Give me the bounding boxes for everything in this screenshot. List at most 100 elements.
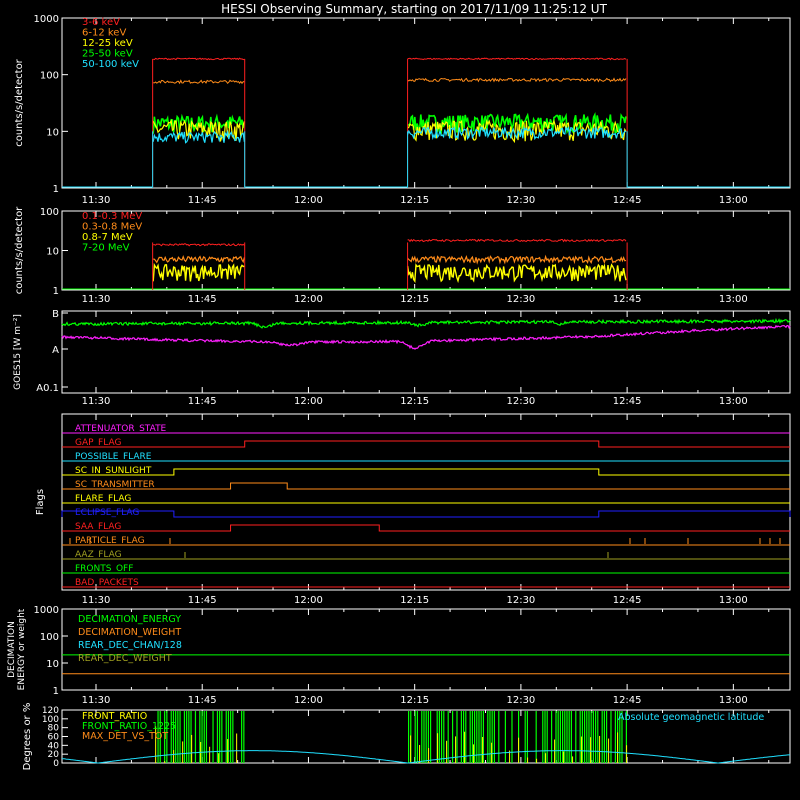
- time-tick-label: 12:00: [294, 294, 323, 305]
- y-tick-label: 20: [48, 750, 60, 760]
- flag-label: POSSIBLE_FLARE: [75, 452, 152, 462]
- flag-label: ECLIPSE_FLAG: [75, 508, 139, 518]
- time-tick-label: 13:00: [719, 595, 748, 606]
- y-tick-label: 10: [46, 247, 59, 258]
- chart-layer: 11:30 11:45 12:00 12:15 12:30 12:45 13:0011010…: [7, 14, 791, 771]
- legend-label: REAR_DEC_WEIGHT: [78, 653, 172, 664]
- flag-label: BAD_PACKETS: [75, 578, 139, 588]
- time-tick-label: 12:15: [400, 396, 429, 407]
- time-tick-label: 12:00: [294, 195, 323, 206]
- y-axis-label: Flags: [35, 489, 46, 515]
- series-3-6-kev: [153, 57, 627, 61]
- time-tick-label: 12:30: [506, 595, 535, 606]
- time-tick-label: 12:00: [294, 396, 323, 407]
- y-axis-label: counts/s/detector: [14, 58, 25, 146]
- flag-line-saa-flag: [62, 524, 790, 532]
- legend-label: MAX_DET_VS_TOT: [82, 731, 168, 742]
- y-axis-label: GOES15 [W m⁻²]: [13, 314, 23, 390]
- time-tick-label: 12:15: [400, 695, 429, 706]
- y-tick-label: 1: [53, 686, 59, 697]
- y-tick-label: 1: [53, 286, 59, 297]
- time-tick-label: 12:30: [506, 695, 535, 706]
- flag-label: GAP_FLAG: [75, 438, 121, 448]
- time-tick-label: 11:30: [82, 695, 111, 706]
- y-tick-label: B: [52, 309, 59, 320]
- flag-label: PARTICLE_FLAG: [75, 536, 145, 546]
- y-tick-label: 1000: [34, 605, 59, 616]
- legend-label: DECIMATION_WEIGHT: [78, 627, 181, 638]
- y-axis-label: counts/s/detector: [14, 206, 25, 294]
- goes-short-series: [61, 324, 791, 350]
- time-tick-label: 11:30: [82, 595, 111, 606]
- legend-label: FRONT_RATIO_1225: [82, 721, 176, 732]
- flag-label: SC_TRANSMITTER: [75, 480, 155, 490]
- flag-label: ATTENUATOR_STATE: [75, 424, 167, 434]
- time-tick-label: 13:00: [719, 695, 748, 706]
- y-tick-label: 120: [42, 706, 59, 716]
- y-tick-label: 100: [40, 207, 59, 218]
- time-tick-label: 11:30: [82, 294, 111, 305]
- panel-1-frame: [61, 17, 791, 189]
- y-tick-label: A0.1: [36, 383, 59, 394]
- series-0.3-0.8-mev: [153, 254, 627, 265]
- flag-line-eclipse-flag: [61, 510, 791, 518]
- series-0.8-7-mev: [152, 262, 627, 284]
- time-tick-label: 13:00: [719, 195, 748, 206]
- y-tick-label: 100: [40, 632, 59, 643]
- time-tick-label: 12:45: [613, 195, 642, 206]
- legend-label: 50-100 keV: [82, 59, 139, 70]
- goes-long-series: [61, 317, 791, 329]
- legend-label: 6-12 keV: [82, 28, 126, 39]
- legend-label: REAR_DEC_CHAN/128: [78, 640, 182, 651]
- chart-title: HESSI Observing Summary, starting on 201…: [221, 2, 607, 16]
- y-tick-label: 1: [53, 184, 59, 195]
- geomagnetic-latitude-line: [61, 750, 791, 764]
- time-tick-label: 12:45: [613, 595, 642, 606]
- y-axis-label: ENERGY or weight: [17, 608, 27, 690]
- series-0.1-0.3-mev: [153, 238, 627, 247]
- legend-label: 0.1-0.3 MeV: [82, 211, 142, 222]
- y-tick-label: 10: [46, 659, 59, 670]
- time-tick-label: 12:00: [294, 595, 323, 606]
- time-tick-label: 11:45: [188, 195, 217, 206]
- panel-4-frame: [61, 413, 791, 591]
- time-tick-label: 13:00: [719, 294, 748, 305]
- flag-label: SAA_FLAG: [75, 522, 121, 532]
- y-axis-label: Degrees or %: [22, 703, 33, 771]
- y-tick-label: 0: [53, 759, 59, 769]
- time-tick-label: 12:45: [613, 396, 642, 407]
- time-tick-label: 11:30: [82, 396, 111, 407]
- y-tick-label: 100: [42, 715, 59, 725]
- time-tick-label: 12:30: [506, 396, 535, 407]
- legend-label: 7-20 MeV: [82, 243, 130, 254]
- y-tick-label: 1000: [34, 14, 59, 25]
- time-tick-label: 12:15: [400, 595, 429, 606]
- time-tick-label: 12:45: [613, 294, 642, 305]
- time-tick-label: 11:45: [188, 595, 217, 606]
- legend-label: 0.8-7 MeV: [82, 232, 133, 243]
- time-tick-label: 11:30: [82, 195, 111, 206]
- flag-line-sc-transmitter: [62, 482, 790, 490]
- time-tick-label: 12:00: [294, 695, 323, 706]
- time-tick-label: 11:45: [188, 396, 217, 407]
- y-tick-label: 100: [40, 71, 59, 82]
- time-tick-label: 12:15: [400, 294, 429, 305]
- time-tick-label: 11:45: [188, 294, 217, 305]
- time-tick-label: 12:30: [506, 294, 535, 305]
- flag-label: AAZ_FLAG: [75, 550, 122, 560]
- panel-5-frame: [61, 608, 791, 691]
- time-tick-label: 12:30: [506, 195, 535, 206]
- series-6-12-kev: [153, 77, 627, 85]
- legend-label: 3-6 keV: [82, 17, 120, 28]
- flag-line-gap-flag: [62, 440, 790, 448]
- flag-label: FRONTS_OFF: [75, 564, 133, 574]
- legend-label: Absolute geomagnetic latitude: [618, 712, 764, 723]
- series-50-100-kev: [152, 125, 627, 144]
- legend-label: 0.3-0.8 MeV: [82, 222, 142, 233]
- y-tick-label: 40: [48, 741, 60, 751]
- flag-label: FLARE_FLAG: [75, 494, 131, 504]
- time-tick-label: 12:15: [400, 195, 429, 206]
- time-tick-label: 12:45: [613, 695, 642, 706]
- legend-label: 12-25 keV: [82, 38, 133, 49]
